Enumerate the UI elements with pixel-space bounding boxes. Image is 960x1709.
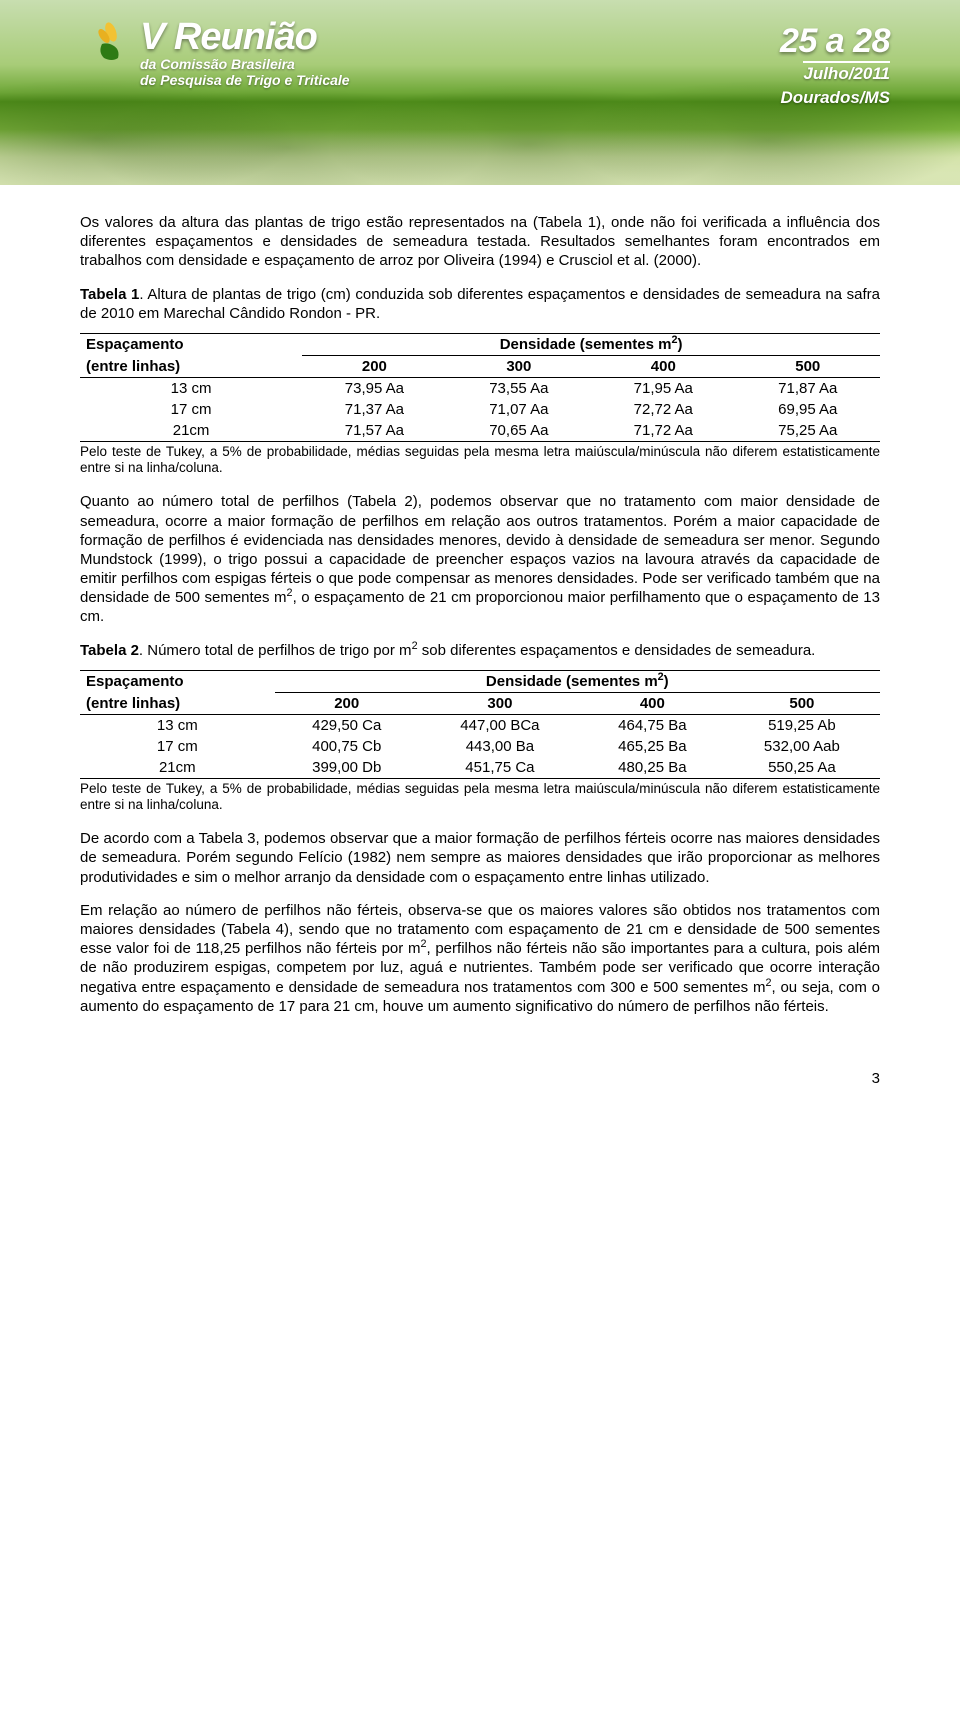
table1-caption-text: . Altura de plantas de trigo (cm) conduz… bbox=[80, 286, 880, 322]
table1-r1-label: 13 cm bbox=[80, 377, 302, 399]
table1-r1-c3: 71,95 Aa bbox=[591, 377, 735, 399]
table2-r3-c1: 399,00 Db bbox=[275, 757, 419, 779]
table2-header-dens: Densidade (sementes m2) bbox=[275, 670, 880, 692]
table1-note: Pelo teste de Tukey, a 5% de probabilida… bbox=[80, 444, 880, 476]
table2-r1-c2: 447,00 BCa bbox=[419, 714, 581, 736]
table1-r1-c1: 73,95 Aa bbox=[302, 377, 446, 399]
table1-caption: Tabela 1. Altura de plantas de trigo (cm… bbox=[80, 285, 880, 323]
table2-header-espac: Espaçamento bbox=[80, 670, 275, 692]
table-row: 17 cm 71,37 Aa 71,07 Aa 72,72 Aa 69,95 A… bbox=[80, 399, 880, 420]
table1-r3-c1: 71,57 Aa bbox=[302, 420, 446, 442]
table1-r3-label: 21cm bbox=[80, 420, 302, 442]
table2-r2-c1: 400,75 Cb bbox=[275, 736, 419, 757]
banner-left-block: V Reunião da Comissão Brasileira de Pesq… bbox=[90, 18, 350, 88]
table2-header-entre: (entre linhas) bbox=[80, 692, 275, 714]
table1-r3-c3: 71,72 Aa bbox=[591, 420, 735, 442]
table1-header-dens: Densidade (sementes m2) bbox=[302, 333, 880, 355]
table1-r2-c4: 69,95 Aa bbox=[736, 399, 880, 420]
table2-caption: Tabela 2. Número total de perfilhos de t… bbox=[80, 641, 880, 660]
header-banner: V Reunião da Comissão Brasileira de Pesq… bbox=[0, 0, 960, 185]
table1-r3-c4: 75,25 Aa bbox=[736, 420, 880, 442]
table1-r2-label: 17 cm bbox=[80, 399, 302, 420]
table1: Espaçamento Densidade (sementes m2) (ent… bbox=[80, 333, 880, 442]
paragraph-1: Os valores da altura das plantas de trig… bbox=[80, 213, 880, 271]
event-logo-icon bbox=[90, 22, 132, 64]
event-title: V Reunião bbox=[140, 18, 350, 56]
table1-col-500: 500 bbox=[736, 355, 880, 377]
table1-header-entre: (entre linhas) bbox=[80, 355, 302, 377]
table-row: 21cm 399,00 Db 451,75 Ca 480,25 Ba 550,2… bbox=[80, 757, 880, 779]
table2-r2-c4: 532,00 Aab bbox=[724, 736, 880, 757]
table1-r1-c2: 73,55 Aa bbox=[447, 377, 591, 399]
table1-col-400: 400 bbox=[591, 355, 735, 377]
table2-r3-c3: 480,25 Ba bbox=[581, 757, 724, 779]
event-dates: 25 a 28 bbox=[780, 22, 890, 61]
table2-r3-label: 21cm bbox=[80, 757, 275, 779]
page-content: Os valores da altura das plantas de trig… bbox=[0, 185, 960, 1070]
table1-col-200: 200 bbox=[302, 355, 446, 377]
table2-col-200: 200 bbox=[275, 692, 419, 714]
table1-r1-c4: 71,87 Aa bbox=[736, 377, 880, 399]
table2-col-500: 500 bbox=[724, 692, 880, 714]
paragraph-2: Quanto ao número total de perfilhos (Tab… bbox=[80, 492, 880, 626]
table1-r3-c2: 70,65 Aa bbox=[447, 420, 591, 442]
event-month: Julho/2011 bbox=[803, 61, 890, 84]
table1-r2-c3: 72,72 Aa bbox=[591, 399, 735, 420]
table2-r1-c4: 519,25 Ab bbox=[724, 714, 880, 736]
table1-label: Tabela 1 bbox=[80, 286, 139, 303]
banner-right-block: 25 a 28 Julho/2011 Dourados/MS bbox=[780, 22, 890, 108]
table1-col-300: 300 bbox=[447, 355, 591, 377]
event-subtitle-2: de Pesquisa de Trigo e Triticale bbox=[140, 72, 350, 88]
table1-header-espac: Espaçamento bbox=[80, 333, 302, 355]
event-subtitle-1: da Comissão Brasileira bbox=[140, 56, 350, 72]
table2-note: Pelo teste de Tukey, a 5% de probabilida… bbox=[80, 781, 880, 813]
page-number: 3 bbox=[0, 1070, 960, 1099]
table2-col-300: 300 bbox=[419, 692, 581, 714]
table-row: 17 cm 400,75 Cb 443,00 Ba 465,25 Ba 532,… bbox=[80, 736, 880, 757]
paragraph-4: Em relação ao número de perfilhos não fé… bbox=[80, 901, 880, 1016]
table2-r1-c1: 429,50 Ca bbox=[275, 714, 419, 736]
table-row: 13 cm 73,95 Aa 73,55 Aa 71,95 Aa 71,87 A… bbox=[80, 377, 880, 399]
table2-r3-c2: 451,75 Ca bbox=[419, 757, 581, 779]
table2: Espaçamento Densidade (sementes m2) (ent… bbox=[80, 670, 880, 779]
table1-r2-c1: 71,37 Aa bbox=[302, 399, 446, 420]
table1-r2-c2: 71,07 Aa bbox=[447, 399, 591, 420]
table2-r1-c3: 464,75 Ba bbox=[581, 714, 724, 736]
table2-r2-label: 17 cm bbox=[80, 736, 275, 757]
table2-r1-label: 13 cm bbox=[80, 714, 275, 736]
table2-r2-c3: 465,25 Ba bbox=[581, 736, 724, 757]
table2-col-400: 400 bbox=[581, 692, 724, 714]
table-row: 21cm 71,57 Aa 70,65 Aa 71,72 Aa 75,25 Aa bbox=[80, 420, 880, 442]
table2-r3-c4: 550,25 Aa bbox=[724, 757, 880, 779]
event-city: Dourados/MS bbox=[780, 88, 890, 108]
table-row: 13 cm 429,50 Ca 447,00 BCa 464,75 Ba 519… bbox=[80, 714, 880, 736]
paragraph-3: De acordo com a Tabela 3, podemos observ… bbox=[80, 829, 880, 887]
table2-r2-c2: 443,00 Ba bbox=[419, 736, 581, 757]
banner-title-block: V Reunião da Comissão Brasileira de Pesq… bbox=[140, 18, 350, 88]
table2-label: Tabela 2 bbox=[80, 642, 139, 659]
